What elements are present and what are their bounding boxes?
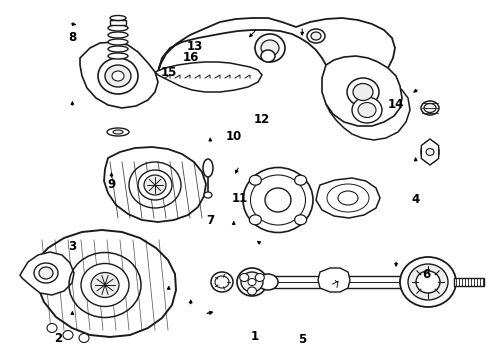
Text: 14: 14	[387, 98, 404, 111]
Ellipse shape	[423, 104, 435, 112]
Polygon shape	[155, 62, 262, 92]
Text: 5: 5	[298, 333, 305, 346]
Polygon shape	[80, 42, 158, 108]
Ellipse shape	[108, 32, 128, 38]
Polygon shape	[34, 230, 176, 337]
Ellipse shape	[352, 84, 372, 100]
Ellipse shape	[63, 330, 73, 339]
Text: 1: 1	[250, 330, 258, 343]
Ellipse shape	[107, 128, 129, 136]
Ellipse shape	[261, 40, 279, 56]
Ellipse shape	[261, 50, 274, 62]
Ellipse shape	[203, 192, 212, 198]
Ellipse shape	[98, 58, 138, 94]
Ellipse shape	[255, 274, 264, 282]
Polygon shape	[158, 18, 394, 84]
Ellipse shape	[249, 215, 261, 225]
Ellipse shape	[357, 103, 375, 117]
Text: 12: 12	[253, 113, 269, 126]
Ellipse shape	[254, 34, 285, 62]
Ellipse shape	[264, 188, 290, 212]
Ellipse shape	[112, 71, 124, 81]
Text: 9: 9	[107, 178, 115, 191]
Ellipse shape	[47, 324, 57, 333]
Text: 4: 4	[411, 193, 419, 206]
Text: 3: 3	[68, 240, 76, 253]
Ellipse shape	[258, 274, 278, 290]
Ellipse shape	[241, 272, 263, 292]
Ellipse shape	[420, 101, 438, 115]
Ellipse shape	[247, 279, 256, 285]
Ellipse shape	[113, 130, 123, 134]
Ellipse shape	[237, 268, 266, 296]
Ellipse shape	[108, 39, 128, 45]
Ellipse shape	[138, 170, 172, 200]
Ellipse shape	[399, 257, 455, 307]
Polygon shape	[317, 268, 349, 292]
Polygon shape	[20, 252, 74, 295]
Polygon shape	[104, 147, 205, 222]
Ellipse shape	[34, 263, 58, 283]
Ellipse shape	[294, 215, 306, 225]
Ellipse shape	[306, 29, 325, 43]
Ellipse shape	[310, 32, 320, 40]
Ellipse shape	[247, 287, 256, 295]
Ellipse shape	[108, 46, 128, 52]
Polygon shape	[315, 178, 379, 218]
Text: 7: 7	[206, 214, 214, 227]
Ellipse shape	[79, 333, 89, 342]
Text: 13: 13	[186, 40, 203, 53]
Bar	[267, 276, 415, 288]
Polygon shape	[325, 78, 409, 140]
Ellipse shape	[249, 175, 261, 185]
Text: 15: 15	[160, 66, 177, 78]
Ellipse shape	[39, 267, 53, 279]
Ellipse shape	[420, 141, 438, 163]
Ellipse shape	[407, 264, 447, 300]
Bar	[453, 278, 483, 286]
Ellipse shape	[210, 272, 232, 292]
Text: 6: 6	[422, 268, 429, 281]
Ellipse shape	[91, 273, 119, 297]
Bar	[110, 20, 126, 25]
Ellipse shape	[105, 65, 131, 87]
Text: 2: 2	[54, 332, 61, 345]
Polygon shape	[421, 139, 438, 165]
Ellipse shape	[351, 97, 381, 123]
Ellipse shape	[108, 25, 128, 31]
Text: 11: 11	[231, 192, 247, 205]
Ellipse shape	[203, 159, 213, 177]
Ellipse shape	[108, 53, 128, 59]
Ellipse shape	[425, 148, 433, 156]
Text: 8: 8	[68, 31, 76, 44]
Text: 10: 10	[225, 130, 242, 143]
Ellipse shape	[243, 167, 312, 233]
Ellipse shape	[143, 175, 165, 195]
Ellipse shape	[239, 274, 248, 282]
Ellipse shape	[415, 271, 439, 293]
Ellipse shape	[346, 78, 378, 106]
Polygon shape	[321, 56, 401, 126]
Ellipse shape	[294, 175, 306, 185]
Text: 16: 16	[182, 51, 199, 64]
Ellipse shape	[110, 15, 126, 21]
Ellipse shape	[337, 191, 357, 205]
Ellipse shape	[81, 264, 129, 306]
